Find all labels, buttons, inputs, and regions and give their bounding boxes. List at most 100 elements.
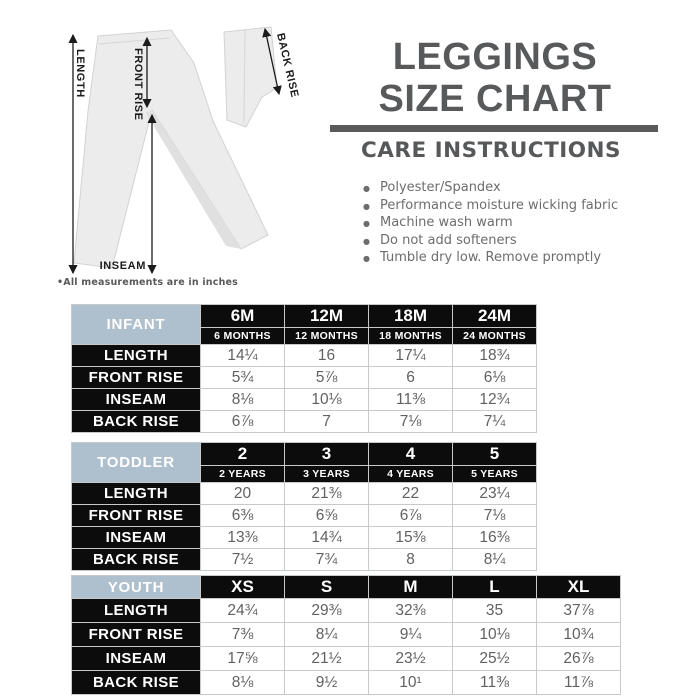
measurement-value: 7⅛ [452, 504, 537, 527]
measurement-value: 6 [368, 366, 453, 389]
measurement-value: 11⅜ [368, 388, 453, 411]
size-subcolumn-header: 4 YEARS [368, 465, 453, 483]
measurement-label: LENGTH [71, 344, 201, 367]
care-item: Do not add softeners [363, 232, 618, 249]
measurement-value: 8¼ [452, 548, 537, 571]
measurement-label: FRONT RISE [71, 504, 201, 527]
size-subcolumn-header: 18 MONTHS [368, 327, 453, 345]
size-column-header: 6M [200, 304, 285, 328]
size-column-header: S [284, 575, 369, 599]
measurement-value: 10¾ [536, 622, 621, 647]
measurement-row: LENGTH 20 21⅜ 22 23¼ [71, 482, 537, 505]
back-fold-seam [243, 28, 246, 124]
measurement-row: FRONT RISE 7⅜ 8¼ 9¼ 10⅛ 10¾ [71, 622, 621, 647]
measurement-row: FRONT RISE 5¾ 5⅞ 6 6⅛ [71, 366, 537, 389]
back-rise-arrow [262, 27, 282, 96]
measurement-value: 22 [368, 482, 453, 505]
measurement-label: FRONT RISE [71, 366, 201, 389]
measurement-value: 21½ [284, 646, 369, 671]
measurement-label: BACK RISE [71, 410, 201, 433]
measurement-row: LENGTH 14¼ 16 17¼ 18¾ [71, 344, 537, 367]
measurement-value: 11⅞ [536, 670, 621, 695]
care-item: Tumble dry low. Remove promptly [363, 249, 618, 267]
page-title-line1: LEGGINGS [392, 36, 598, 78]
measurement-label: FRONT RISE [71, 622, 201, 647]
front-rise-label: FRONT RISE [132, 48, 144, 121]
size-group-header: YOUTH [71, 575, 201, 599]
length-label: LENGTH [74, 49, 86, 98]
measurement-value: 7⅜ [200, 622, 285, 647]
inseam-label: INSEAM [100, 260, 146, 272]
measurement-value: 16 [284, 344, 369, 367]
measurement-value: 14¼ [200, 344, 285, 367]
measurement-value: 7¾ [284, 548, 369, 571]
size-subcolumn-header: 12 MONTHS [284, 327, 369, 345]
measurement-value: 24¾ [200, 598, 285, 623]
page-title-line2: SIZE CHART [378, 78, 612, 120]
measurement-value: 5⅞ [284, 366, 369, 389]
measurement-value: 23½ [368, 646, 453, 671]
measurement-value: 21⅜ [284, 482, 369, 505]
size-column-header: 5 [452, 442, 537, 466]
measurement-value: 23¼ [452, 482, 537, 505]
measurement-value: 12¾ [452, 388, 537, 411]
measurement-value: 11⅜ [452, 670, 537, 695]
measurement-label: BACK RISE [71, 548, 201, 571]
measurement-row: INSEAM 17⅝ 21½ 23½ 25½ 26⅞ [71, 646, 621, 671]
size-column-header: 24M [452, 304, 537, 328]
measurement-value: 6⅞ [368, 504, 453, 527]
measurement-value: 6⅞ [200, 410, 285, 433]
measurement-row: INSEAM 8⅛ 10⅛ 11⅜ 12¾ [71, 388, 537, 411]
size-group-header: INFANT [71, 304, 201, 345]
leggings-back-illustration [223, 26, 278, 128]
measurement-value: 32⅜ [368, 598, 453, 623]
measurement-value: 6⅝ [284, 504, 369, 527]
care-instructions-list: Polyester/SpandexPerformance moisture wi… [363, 179, 618, 267]
size-column-header: L [452, 575, 537, 599]
measurement-value: 29⅜ [284, 598, 369, 623]
care-item: Machine wash warm [363, 214, 618, 232]
size-subcolumn-header: 6 MONTHS [200, 327, 285, 345]
measurement-value: 7½ [200, 548, 285, 571]
youth-size-table: YOUTH XS S M L XL LENGTH 24¾ 29⅜ 32⅜ 35 37⅞ FRONT RI… [71, 575, 621, 695]
measurement-row: BACK RISE 6⅞ 7 7⅛ 7¼ [71, 410, 537, 433]
size-column-header: M [368, 575, 453, 599]
size-subcolumn-header: 24 MONTHS [452, 327, 537, 345]
measurement-label: INSEAM [71, 526, 201, 549]
size-column-header: XS [200, 575, 285, 599]
size-column-header: 18M [368, 304, 453, 328]
measurement-value: 20 [200, 482, 285, 505]
measurement-value: 18¾ [452, 344, 537, 367]
measurements-note: •All measurements are in inches [57, 277, 239, 288]
measurement-row: BACK RISE 7½ 7¾ 8 8¼ [71, 548, 537, 571]
measurement-label: LENGTH [71, 598, 201, 623]
measurement-value: 7⅛ [368, 410, 453, 433]
measurement-value: 15⅜ [368, 526, 453, 549]
measurement-value: 9½ [284, 670, 369, 695]
size-group-header: TODDLER [71, 442, 201, 483]
size-column-header: 3 [284, 442, 369, 466]
measurement-value: 16⅜ [452, 526, 537, 549]
measurement-value: 10¹ [368, 670, 453, 695]
measurement-value: 5¾ [200, 366, 285, 389]
measurement-value: 7¼ [452, 410, 537, 433]
measurement-value: 8¼ [284, 622, 369, 647]
size-column-header: 4 [368, 442, 453, 466]
measurement-value: 10⅛ [452, 622, 537, 647]
measurement-value: 10⅛ [284, 388, 369, 411]
measurement-value: 17¼ [368, 344, 453, 367]
size-subcolumn-header: 5 YEARS [452, 465, 537, 483]
infant-size-table: INFANT 6M 12M 18M 24M 6 MONTHS 12 MONTHS 18 MON… [71, 304, 537, 433]
page-title: LEGGINGS SIZE CHART [330, 36, 660, 120]
leggings-front-shading [146, 110, 241, 249]
waistband-seam [98, 37, 171, 45]
care-item: Polyester/Spandex [363, 179, 618, 197]
care-item: Performance moisture wicking fabric [363, 197, 618, 214]
measurement-label: BACK RISE [71, 670, 201, 695]
measurement-label: INSEAM [71, 388, 201, 411]
measurement-row: INSEAM 13⅜ 14¾ 15⅜ 16⅜ [71, 526, 537, 549]
measurement-label: INSEAM [71, 646, 201, 671]
leggings-measurement-diagram: LENGTH FRONT RISE INSEAM BACK RISE [68, 26, 301, 275]
measurement-value: 35 [452, 598, 537, 623]
measurement-value: 8⅛ [200, 388, 285, 411]
